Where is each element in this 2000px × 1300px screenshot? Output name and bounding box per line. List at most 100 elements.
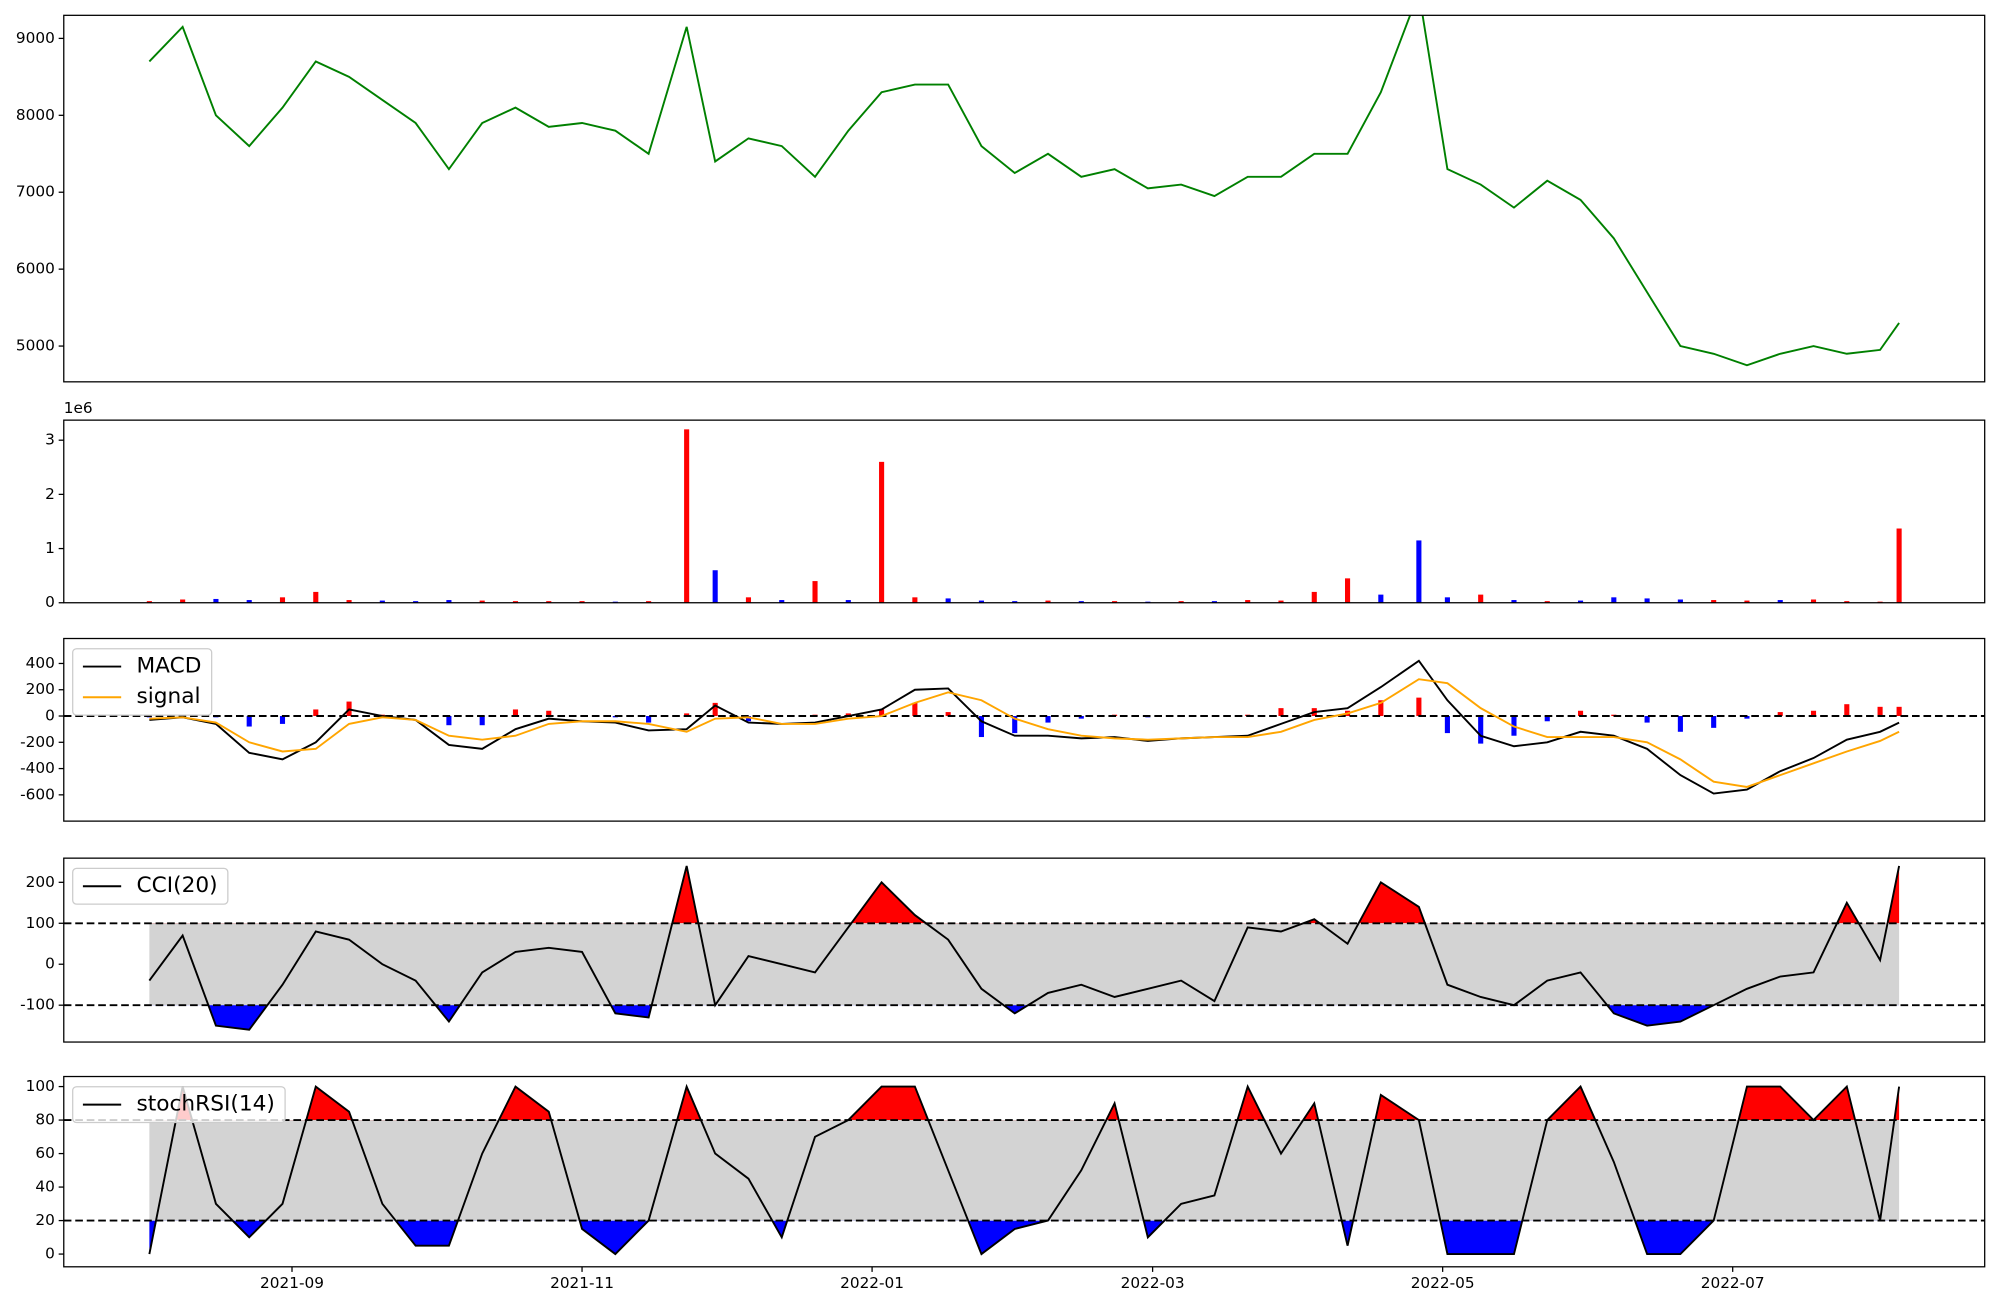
histogram-bar bbox=[1711, 716, 1717, 728]
legend-text: MACD bbox=[136, 654, 201, 679]
indicator-line bbox=[148, 1083, 1901, 1256]
histogram-bar bbox=[1877, 706, 1883, 717]
volume-bar bbox=[712, 570, 718, 603]
volume-bar bbox=[1112, 601, 1118, 603]
plot-area bbox=[63, 865, 1985, 1031]
y-tick-label: 0 bbox=[45, 707, 55, 725]
y-tick-label: 200 bbox=[26, 680, 55, 698]
y-tick-label: 1 bbox=[45, 539, 55, 557]
volume-bar bbox=[845, 600, 851, 603]
histogram-bar bbox=[978, 716, 984, 738]
plot-area bbox=[63, 659, 1985, 795]
y-tick-label: 5000 bbox=[16, 337, 55, 355]
x-tick-label: 2022-03 bbox=[1121, 1274, 1185, 1292]
y-tick-label: 9000 bbox=[16, 29, 55, 47]
volume-bar bbox=[1478, 594, 1484, 603]
histogram-bar bbox=[1416, 697, 1422, 717]
y-tick-label: 80 bbox=[35, 1111, 54, 1129]
y-tick-label: 3 bbox=[45, 431, 55, 449]
axes-frame bbox=[63, 1075, 1986, 1268]
y-tick-label: 6000 bbox=[16, 260, 55, 278]
neutral-band bbox=[149, 923, 1900, 1006]
volume-bar bbox=[1810, 599, 1817, 603]
histogram-bar bbox=[512, 709, 519, 717]
histogram-bar bbox=[1478, 716, 1484, 744]
volume-bar bbox=[1012, 601, 1018, 603]
volume-bar bbox=[1844, 601, 1850, 603]
volume-bar bbox=[346, 600, 352, 603]
indicator-line bbox=[148, 865, 1901, 1031]
y-tick-label: -100 bbox=[20, 996, 55, 1014]
plot-area bbox=[63, 1083, 1985, 1256]
y-tick-label: -200 bbox=[20, 733, 55, 751]
legend-box bbox=[72, 648, 213, 716]
histogram-bar bbox=[546, 710, 552, 717]
histogram-bar bbox=[712, 702, 718, 717]
volume-bar bbox=[1178, 601, 1184, 603]
volume-bar bbox=[1577, 600, 1584, 603]
histogram-bar bbox=[1744, 716, 1750, 719]
histogram-bar bbox=[479, 716, 485, 726]
volume-bar bbox=[313, 591, 319, 603]
volume-bar bbox=[512, 601, 519, 603]
histogram-bar bbox=[1544, 716, 1550, 722]
y-tick-label: 2 bbox=[45, 485, 55, 503]
histogram-bar bbox=[1012, 716, 1018, 734]
x-tick-label: 2022-07 bbox=[1701, 1274, 1765, 1292]
volume-bar bbox=[1611, 597, 1617, 603]
volume-bar bbox=[1078, 601, 1084, 603]
histogram-bar bbox=[246, 716, 252, 727]
histogram-bar bbox=[745, 716, 752, 722]
volume-bar bbox=[146, 601, 152, 603]
histogram-bar bbox=[1677, 716, 1683, 732]
histogram-bar bbox=[1777, 712, 1783, 717]
volume-bar bbox=[279, 597, 286, 603]
legend-box bbox=[72, 1086, 286, 1124]
histogram-bar bbox=[446, 716, 452, 726]
y-tick-label: 0 bbox=[45, 955, 55, 973]
axes-frame bbox=[63, 637, 1986, 822]
volume-bar bbox=[1896, 528, 1902, 603]
oversold-fill bbox=[149, 1220, 1900, 1255]
axes-frame bbox=[63, 14, 1986, 383]
x-tick-label: 2021-09 bbox=[260, 1274, 324, 1292]
neutral-band bbox=[149, 1120, 1900, 1221]
histogram-bar bbox=[1644, 716, 1650, 723]
price-line bbox=[148, 15, 1900, 367]
offset-label: 1e6 bbox=[64, 399, 93, 417]
histogram-bar bbox=[879, 709, 885, 717]
y-tick-label: 100 bbox=[26, 914, 55, 932]
plot-area bbox=[146, 429, 1902, 603]
x-tick-label: 2022-01 bbox=[840, 1274, 904, 1292]
volume-bar bbox=[879, 461, 885, 603]
volume-bar bbox=[1345, 578, 1351, 603]
volume-bar bbox=[1511, 600, 1517, 603]
histogram-bar bbox=[1278, 708, 1284, 717]
histogram-bar bbox=[1378, 700, 1384, 717]
volume-bar bbox=[1777, 600, 1783, 603]
volume-bar bbox=[978, 600, 984, 603]
volume-bar bbox=[413, 601, 419, 603]
legend-text: stochRSI(14) bbox=[136, 1092, 274, 1117]
indicator-line bbox=[149, 678, 1900, 788]
histogram-bar bbox=[845, 713, 851, 717]
histogram-bar bbox=[945, 712, 951, 717]
volume-bar bbox=[180, 599, 186, 603]
volume-bar bbox=[446, 600, 452, 603]
y-tick-label: 200 bbox=[26, 873, 55, 891]
volume-bar bbox=[1677, 599, 1683, 603]
volume-bar bbox=[1311, 591, 1317, 603]
histogram-bar bbox=[1078, 716, 1084, 719]
y-tick-label: 60 bbox=[35, 1144, 54, 1162]
volume-bar bbox=[1416, 540, 1422, 603]
plot-area bbox=[148, 15, 1900, 367]
histogram-bar bbox=[1577, 710, 1584, 717]
volume-bar bbox=[213, 598, 219, 603]
volume-bar bbox=[1045, 600, 1051, 603]
y-tick-label: -400 bbox=[20, 759, 55, 777]
y-tick-label: -600 bbox=[20, 785, 55, 803]
y-tick-label: 100 bbox=[26, 1077, 55, 1095]
x-tick-label: 2021-11 bbox=[550, 1274, 614, 1292]
volume-bar bbox=[945, 598, 951, 603]
y-tick-label: 8000 bbox=[16, 106, 55, 124]
